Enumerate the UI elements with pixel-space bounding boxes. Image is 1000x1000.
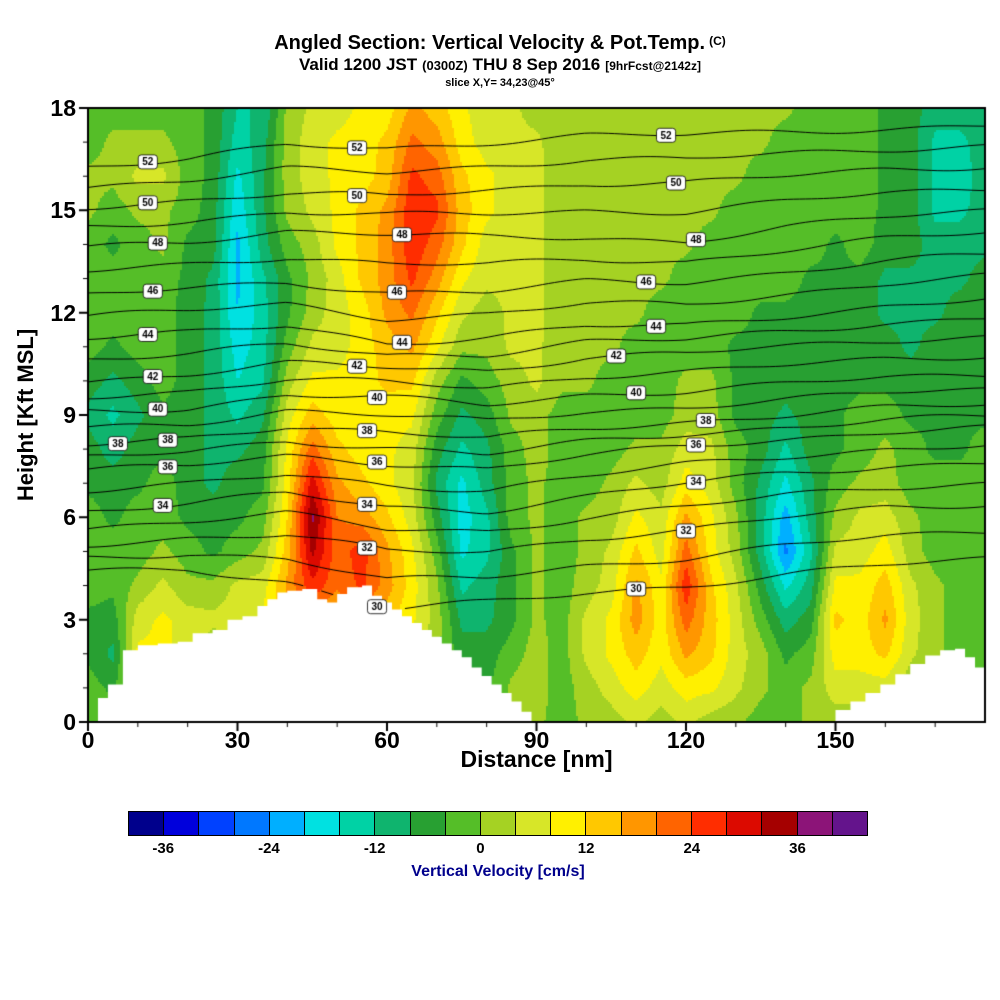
colorbar-cell — [831, 811, 868, 836]
colorbar-cell — [585, 811, 622, 836]
colorbar-cell — [198, 811, 235, 836]
title-main: Angled Section: Vertical Velocity & Pot.… — [274, 32, 706, 54]
colorbar-cell — [163, 811, 200, 836]
subtitle-valid: Valid 1200 JST — [299, 55, 418, 74]
colorbar-cell — [479, 811, 517, 836]
colorbar-cell — [620, 811, 657, 836]
subtitle-date: THU 8 Sep 2016 — [472, 55, 601, 74]
colorbar-cell — [339, 811, 376, 836]
x-axis-title: Distance [nm] — [460, 746, 613, 772]
x-tick-label: 0 — [81, 727, 95, 753]
x-tick-label: 30 — [224, 727, 251, 753]
subtitle-fcst: [9hrFcst@2142z] — [605, 59, 701, 73]
y-tick-label: 9 — [63, 402, 76, 428]
slice-info: slice X,Y= 34,23@45° — [445, 77, 555, 89]
colorbar-cell — [691, 811, 728, 836]
y-tick-label: 0 — [63, 709, 76, 735]
colorbar-tick-label: -36 — [152, 840, 175, 857]
title-block: Angled Section: Vertical Velocity & Pot.… — [0, 30, 1000, 90]
title-unit: (C) — [709, 34, 726, 48]
colorbar-cell — [726, 811, 763, 836]
x-tick-label: 60 — [374, 727, 400, 753]
colorbar-tick-label: -12 — [363, 840, 386, 857]
colorbar-cell — [796, 811, 833, 836]
x-tick-label: 120 — [666, 727, 706, 753]
colorbar-tick-label: 0 — [476, 840, 485, 857]
subtitle: Valid 1200 JST (0300Z) THU 8 Sep 2016 [9hrF… — [0, 55, 1000, 76]
colorbar-cell — [374, 811, 411, 836]
colorbar-cell — [761, 811, 798, 836]
y-tick-label: 12 — [50, 299, 76, 326]
x-tick-label: 150 — [816, 727, 855, 753]
y-tick-label: 6 — [63, 504, 76, 531]
colorbar-label: Vertical Velocity [cm/s] — [411, 863, 585, 880]
colorbar-cell — [303, 811, 341, 836]
colorbar-cell — [550, 811, 587, 836]
colorbar-tick-label: 12 — [577, 840, 595, 857]
y-tick-label: 18 — [50, 95, 76, 121]
colorbar-cell — [128, 811, 165, 836]
colorbar — [128, 811, 868, 836]
x-tick-label: 90 — [523, 727, 550, 753]
colorbar-tick-label: 36 — [789, 840, 806, 857]
colorbar-cell — [268, 811, 305, 836]
colorbar-cell — [233, 811, 270, 836]
y-tick-label: 3 — [63, 606, 76, 633]
colorbar-cell — [409, 811, 446, 836]
page-title: Angled Section: Vertical Velocity & Pot.… — [0, 30, 1000, 55]
colorbar-tick-label: -24 — [258, 840, 280, 857]
y-tick-label: 15 — [50, 197, 76, 224]
colorbar-cell — [655, 811, 692, 836]
colorbar-tick-labels: -36 -24 -12 0 12 24 36 — [128, 840, 868, 860]
colorbar-tick-label: 24 — [683, 840, 701, 857]
colorbar-cell — [444, 811, 481, 836]
subtitle-zulu: (0300Z) — [422, 58, 468, 73]
colorbar-cell — [515, 811, 552, 836]
